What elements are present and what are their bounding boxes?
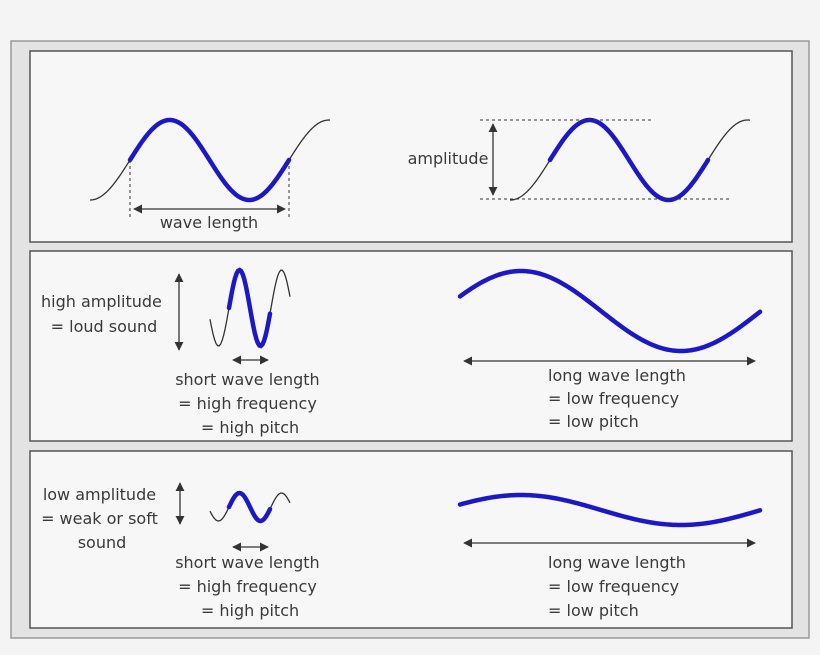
wavelength-wave-highlight — [127, 117, 292, 203]
short-wavelength-caption: short wave length = high frequency = hig… — [175, 370, 325, 437]
long-wavelength-caption: long wave length = low frequency = low p… — [548, 366, 691, 431]
top-panel — [29, 50, 793, 243]
long-wave-soft — [457, 492, 763, 528]
long-wavelength-caption-soft: long wave length = low frequency = low p… — [548, 553, 691, 620]
bottom-panel — [29, 450, 793, 629]
middle-panel — [29, 250, 793, 442]
short-wave-soft-highlight — [226, 490, 273, 524]
short-wave-highlight — [226, 267, 273, 349]
long-wave-loud — [457, 268, 763, 354]
amplitude-wave-highlight — [547, 117, 711, 203]
short-wavelength-caption-soft: short wave length = high frequency = hig… — [175, 553, 325, 620]
high-amplitude-text: high amplitude = loud sound — [41, 292, 167, 336]
amplitude-label: amplitude — [408, 149, 489, 168]
low-amplitude-text: low amplitude = weak or soft sound — [41, 485, 163, 552]
wavelength-label: wave length — [160, 213, 258, 232]
